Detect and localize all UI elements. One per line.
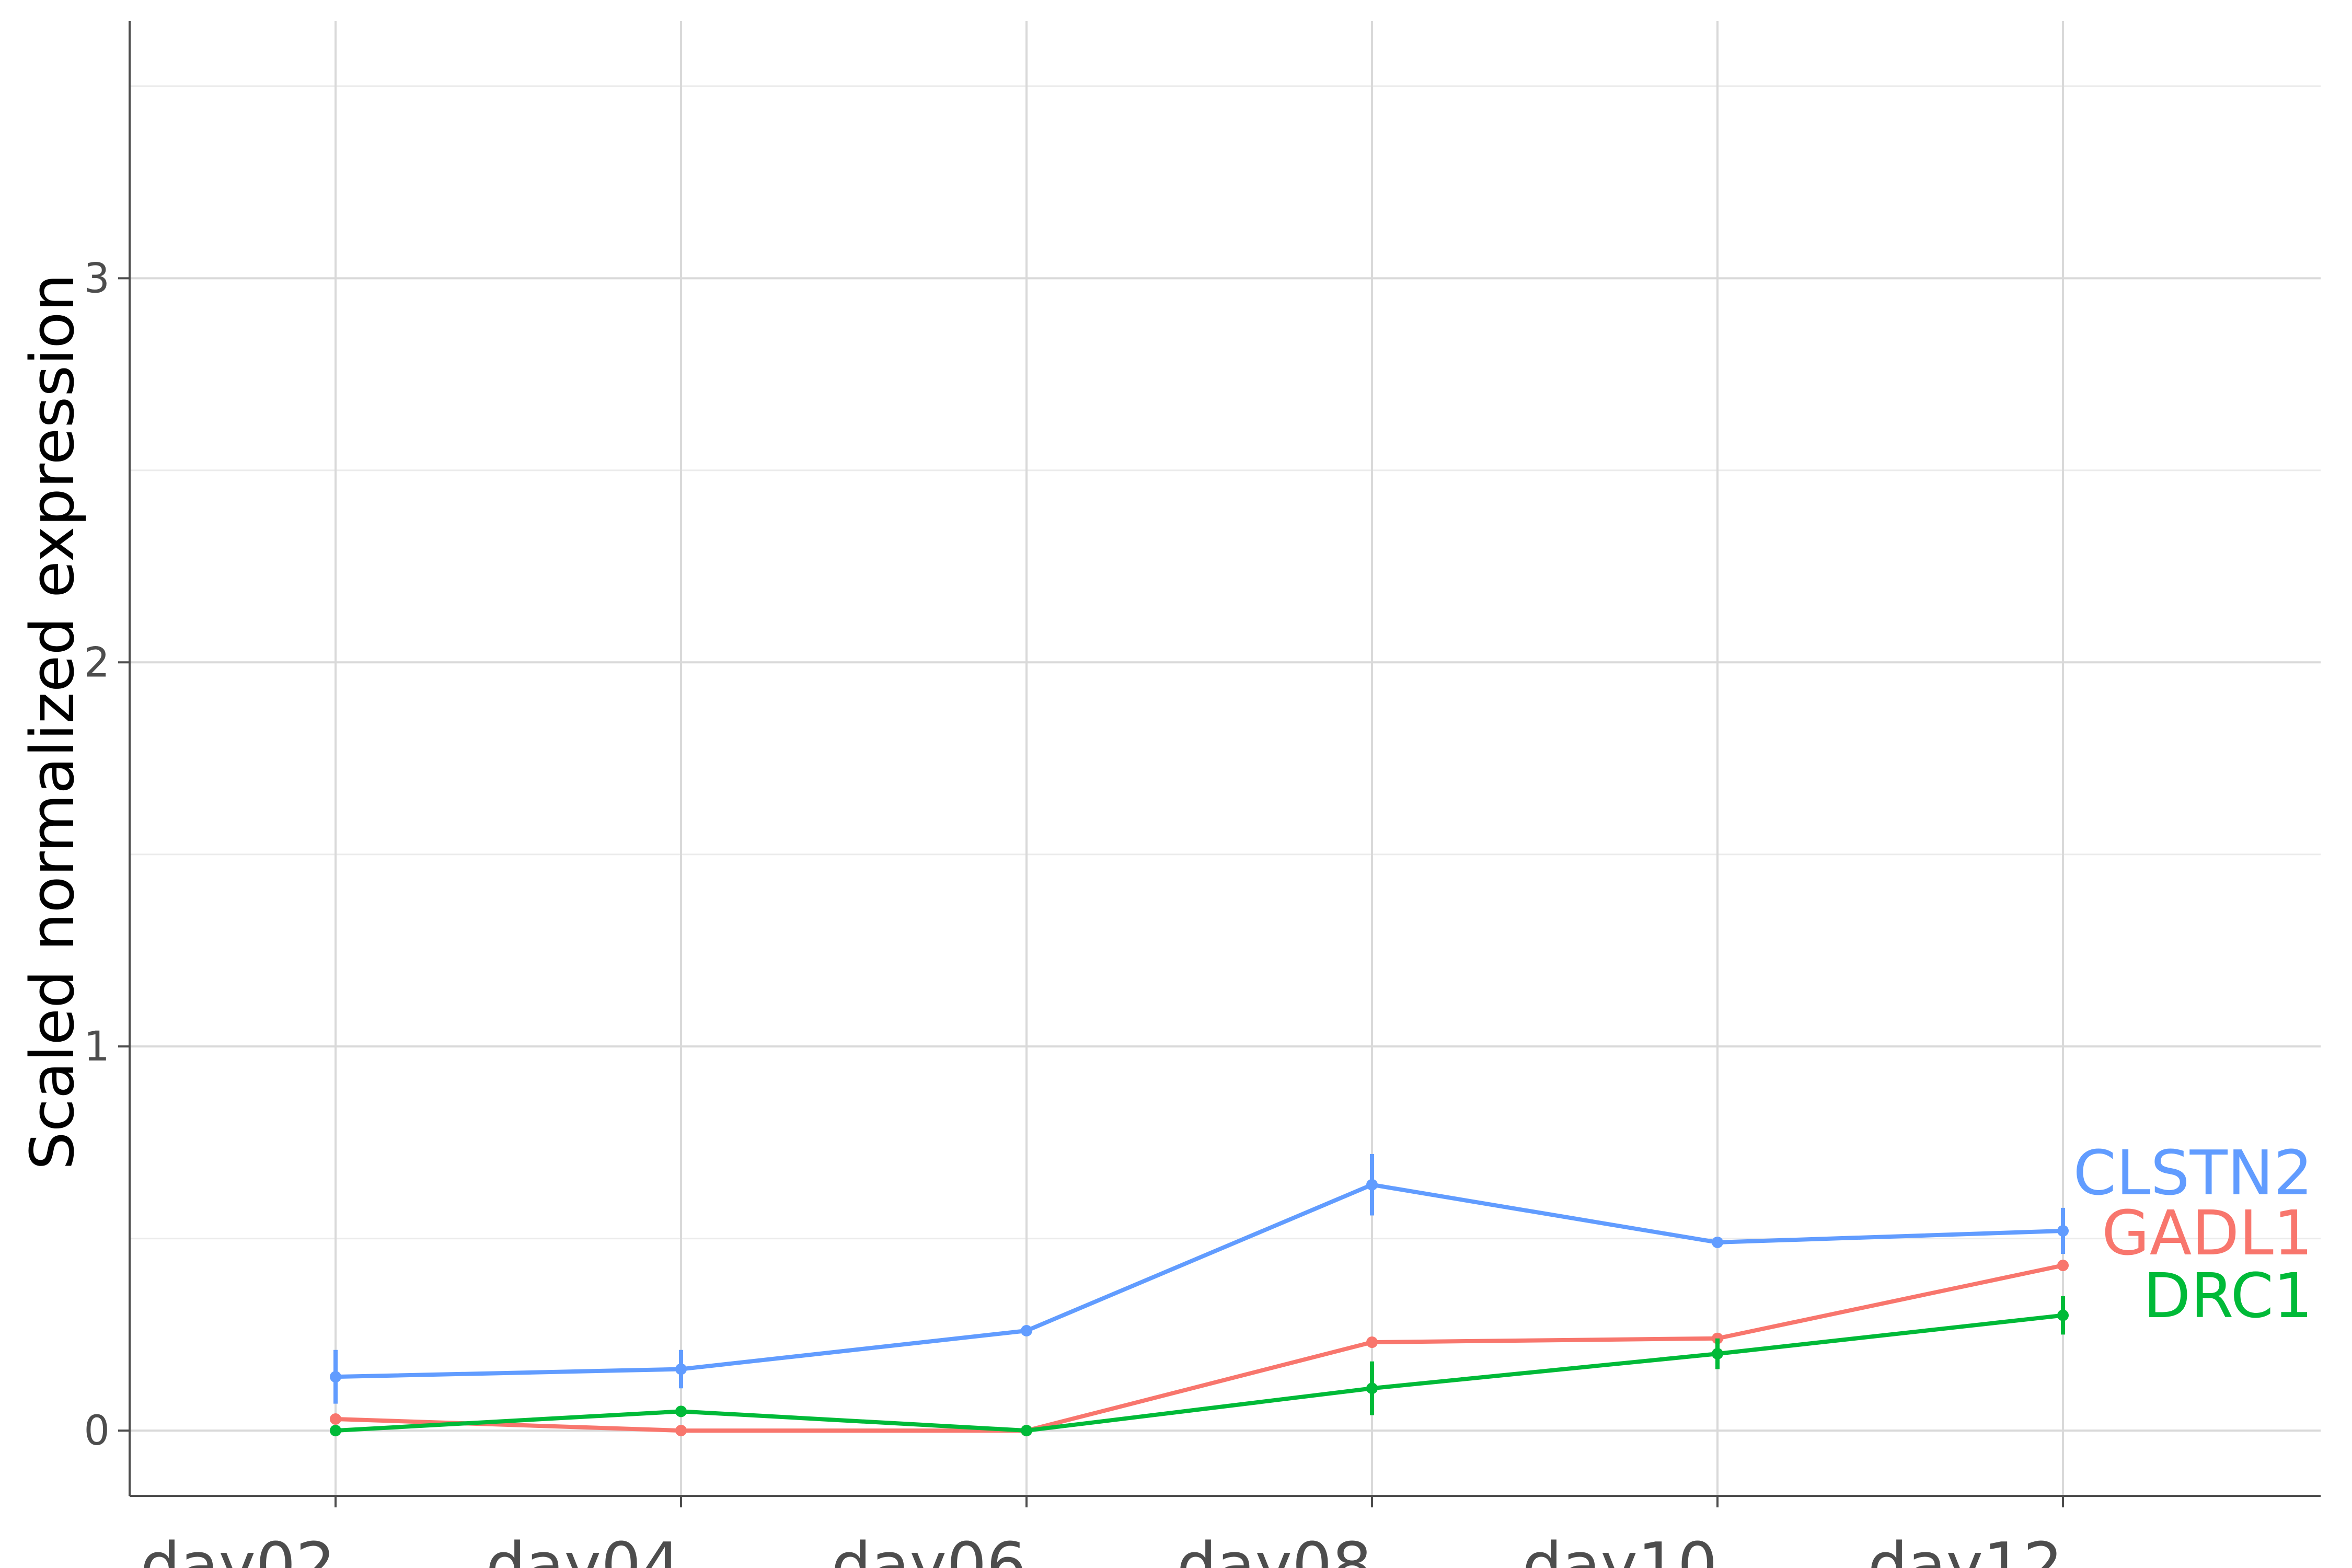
series-label-gadl1: GADL1 bbox=[2102, 1197, 2313, 1269]
data-point bbox=[675, 1405, 687, 1417]
y-tick-label: 0 bbox=[84, 1408, 110, 1455]
data-point bbox=[1366, 1336, 1378, 1348]
x-tick-label: day04 bbox=[486, 1530, 681, 1568]
x-tick-label: day08 bbox=[1177, 1530, 1372, 1568]
data-point bbox=[330, 1425, 341, 1437]
axes bbox=[118, 21, 2321, 1507]
y-tick-label: 2 bbox=[84, 639, 110, 686]
series-layer bbox=[330, 1154, 2069, 1437]
data-point bbox=[675, 1425, 687, 1437]
x-tick-label: day12 bbox=[1868, 1530, 2063, 1568]
data-point bbox=[1021, 1324, 1032, 1336]
data-point bbox=[1712, 1236, 1723, 1248]
series-drc1 bbox=[330, 1296, 2069, 1437]
data-point bbox=[1366, 1179, 1378, 1191]
y-tick-label: 3 bbox=[84, 255, 110, 302]
series-line bbox=[335, 1182, 2063, 1379]
data-point bbox=[1021, 1425, 1032, 1437]
data-point bbox=[330, 1371, 341, 1383]
series-line bbox=[335, 1313, 2063, 1433]
x-tick-label: day06 bbox=[832, 1530, 1027, 1568]
grid-lines bbox=[130, 21, 2321, 1496]
x-tick-label: day02 bbox=[141, 1530, 336, 1568]
series-clstn2 bbox=[330, 1154, 2069, 1404]
y-tick-labels: 0 1 2 3 bbox=[84, 255, 110, 1455]
series-line bbox=[335, 1263, 2063, 1433]
data-point bbox=[2057, 1260, 2069, 1272]
x-tick-label: day10 bbox=[1523, 1530, 1717, 1568]
data-point bbox=[2057, 1309, 2069, 1321]
y-tick-label: 1 bbox=[84, 1023, 110, 1070]
data-point bbox=[330, 1413, 341, 1425]
y-axis-label: Scaled normalized expression bbox=[18, 274, 88, 1170]
data-point bbox=[675, 1363, 687, 1375]
data-point bbox=[2057, 1225, 2069, 1237]
series-label-drc1: DRC1 bbox=[2143, 1260, 2313, 1332]
series-label-clstn2: CLSTN2 bbox=[2073, 1137, 2313, 1209]
data-point bbox=[1712, 1348, 1723, 1360]
data-point bbox=[1366, 1382, 1378, 1394]
x-tick-labels: day02 day04 day06 day08 day10 day12 bbox=[141, 1530, 2063, 1568]
